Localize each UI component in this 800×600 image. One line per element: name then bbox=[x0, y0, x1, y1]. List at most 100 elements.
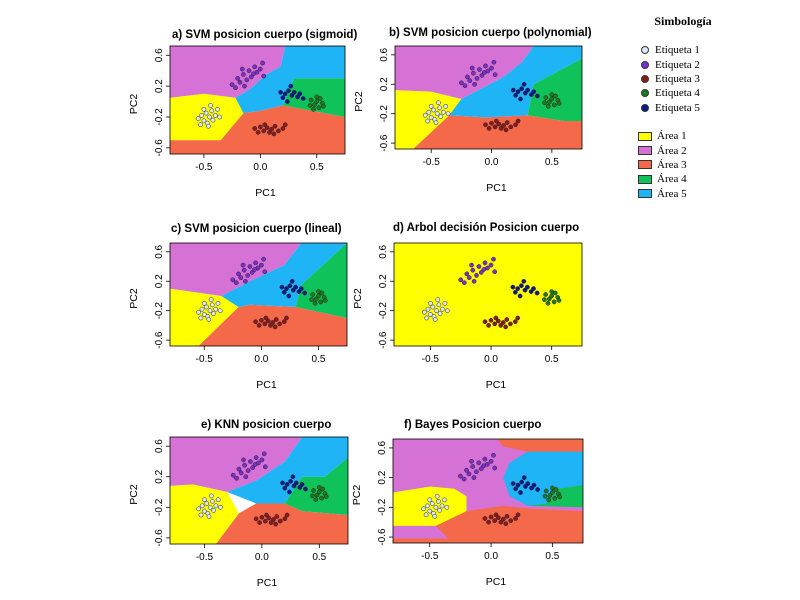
data-point-etiqueta-2 bbox=[261, 451, 267, 457]
data-point-etiqueta-3 bbox=[274, 514, 280, 519]
data-point-etiqueta-1 bbox=[202, 508, 207, 514]
data-point-etiqueta-3 bbox=[483, 122, 488, 128]
data-point-etiqueta-5 bbox=[510, 284, 516, 290]
data-point-etiqueta-5 bbox=[531, 89, 537, 94]
data-point-etiqueta-2 bbox=[478, 270, 484, 275]
data-point-etiqueta-4 bbox=[311, 106, 316, 112]
data-point-etiqueta-4 bbox=[551, 102, 557, 108]
data-point-etiqueta-4 bbox=[542, 100, 547, 106]
data-point-etiqueta-1 bbox=[421, 309, 427, 315]
data-point-etiqueta-5 bbox=[279, 284, 285, 290]
legend-swatch-1 bbox=[638, 131, 652, 141]
y-tick-label: 0.2 bbox=[379, 77, 390, 91]
data-point-etiqueta-4 bbox=[314, 492, 320, 498]
data-point-etiqueta-4 bbox=[317, 96, 323, 101]
data-point-etiqueta-5 bbox=[528, 289, 534, 294]
data-point-etiqueta-2 bbox=[466, 275, 472, 280]
data-point-etiqueta-2 bbox=[464, 271, 470, 277]
data-point-etiqueta-5 bbox=[291, 89, 297, 95]
data-point-etiqueta-1 bbox=[429, 501, 435, 506]
data-point-etiqueta-4 bbox=[549, 96, 555, 102]
data-point-etiqueta-5 bbox=[293, 284, 298, 290]
data-point-etiqueta-2 bbox=[470, 267, 476, 273]
data-point-etiqueta-2 bbox=[469, 262, 474, 268]
data-point-etiqueta-2 bbox=[461, 280, 467, 286]
data-point-etiqueta-1 bbox=[432, 317, 438, 322]
data-point-etiqueta-2 bbox=[253, 455, 259, 460]
data-point-etiqueta-3 bbox=[272, 324, 278, 330]
data-point-etiqueta-2 bbox=[492, 269, 498, 275]
data-point-etiqueta-1 bbox=[442, 300, 448, 306]
legend-label-text: Etiqueta 5 bbox=[655, 101, 700, 114]
data-point-etiqueta-5 bbox=[286, 88, 291, 94]
y-tick-label: 0.6 bbox=[154, 439, 165, 453]
data-point-etiqueta-1 bbox=[438, 114, 444, 119]
y-tick-label: 0.2 bbox=[154, 274, 165, 288]
data-point-etiqueta-1 bbox=[445, 111, 451, 117]
data-point-etiqueta-1 bbox=[207, 308, 213, 314]
data-point-etiqueta-2 bbox=[476, 460, 482, 466]
region-área-2 bbox=[170, 243, 302, 296]
legend-dot-4 bbox=[641, 89, 649, 98]
y-tick-label: 0.6 bbox=[154, 48, 165, 62]
data-point-etiqueta-1 bbox=[210, 117, 216, 123]
data-point-etiqueta-1 bbox=[430, 304, 436, 310]
data-point-etiqueta-3 bbox=[259, 317, 264, 323]
decision-regions bbox=[170, 46, 345, 154]
region-área-4 bbox=[282, 78, 345, 117]
legend-label-4: Etiqueta 4 bbox=[628, 86, 738, 100]
data-point-etiqueta-1 bbox=[433, 504, 439, 510]
data-point-etiqueta-1 bbox=[196, 506, 202, 512]
chart-panel-2: b) SVM posicion cuerpo (polynomial) -0.5 0… bbox=[353, 27, 592, 194]
data-point-etiqueta-3 bbox=[259, 514, 265, 520]
data-point-etiqueta-4 bbox=[318, 299, 324, 305]
data-point-etiqueta-1 bbox=[206, 514, 212, 519]
x-axis-label: PC1 bbox=[486, 576, 507, 588]
data-point-etiqueta-4 bbox=[557, 494, 563, 500]
legend-swatch-5 bbox=[638, 189, 652, 199]
data-point-etiqueta-3 bbox=[512, 319, 518, 325]
data-point-etiqueta-3 bbox=[255, 130, 261, 135]
data-point-etiqueta-5 bbox=[512, 289, 518, 295]
data-point-etiqueta-1 bbox=[196, 309, 201, 315]
data-point-etiqueta-1 bbox=[212, 113, 218, 118]
data-point-etiqueta-1 bbox=[198, 122, 203, 128]
data-point-etiqueta-5 bbox=[300, 96, 306, 101]
y-tick-label: 0.6 bbox=[378, 244, 389, 258]
data-point-etiqueta-5 bbox=[510, 87, 516, 93]
data-point-etiqueta-2 bbox=[461, 476, 467, 482]
data-point-etiqueta-2 bbox=[492, 72, 498, 78]
data-point-etiqueta-1 bbox=[211, 311, 216, 316]
data-point-etiqueta-1 bbox=[428, 103, 434, 109]
data-point-etiqueta-2 bbox=[469, 458, 474, 464]
x-tick-label: 0.0 bbox=[484, 354, 498, 365]
data-point-etiqueta-5 bbox=[529, 485, 534, 491]
data-point-etiqueta-5 bbox=[293, 480, 299, 486]
data-point-etiqueta-5 bbox=[518, 96, 523, 102]
data-point-etiqueta-4 bbox=[551, 299, 557, 305]
data-point-etiqueta-2 bbox=[478, 466, 484, 472]
data-point-etiqueta-5 bbox=[521, 81, 527, 87]
data-point-etiqueta-2 bbox=[241, 457, 246, 463]
data-point-etiqueta-5 bbox=[525, 87, 531, 93]
data-point-etiqueta-2 bbox=[462, 83, 468, 89]
data-point-etiqueta-3 bbox=[267, 130, 272, 135]
legend-dot-1 bbox=[641, 46, 649, 55]
legend-label-1: Etiqueta 1 bbox=[628, 43, 738, 57]
data-point-etiqueta-5 bbox=[535, 93, 540, 99]
data-point-etiqueta-2 bbox=[481, 70, 487, 75]
data-point-etiqueta-1 bbox=[428, 115, 434, 120]
data-point-etiqueta-2 bbox=[243, 474, 249, 480]
x-tick-label: 0.5 bbox=[311, 354, 325, 365]
data-point-etiqueta-2 bbox=[476, 264, 482, 269]
data-point-etiqueta-4 bbox=[545, 300, 551, 306]
data-point-etiqueta-2 bbox=[242, 83, 247, 89]
data-point-etiqueta-1 bbox=[215, 497, 221, 503]
data-point-etiqueta-2 bbox=[477, 67, 482, 72]
data-point-etiqueta-3 bbox=[282, 122, 288, 128]
data-point-etiqueta-4 bbox=[311, 488, 316, 493]
data-point-etiqueta-3 bbox=[257, 124, 263, 130]
data-point-etiqueta-1 bbox=[433, 120, 439, 125]
data-point-etiqueta-5 bbox=[515, 482, 521, 488]
